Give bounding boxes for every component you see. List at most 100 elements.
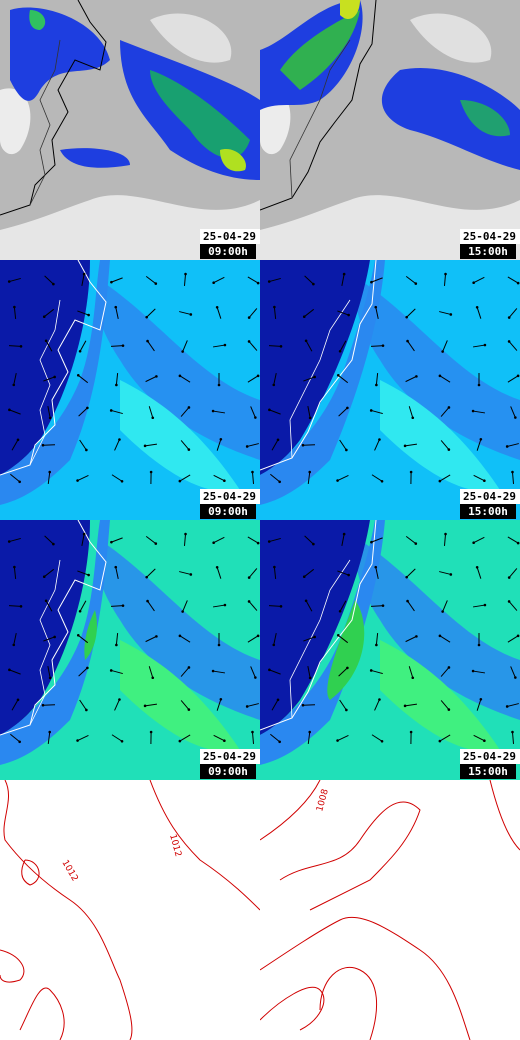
wind-arrow-head xyxy=(178,634,182,638)
wind-arrow-head xyxy=(370,280,373,284)
wind-arrow xyxy=(43,568,55,578)
wind-arrow xyxy=(405,275,417,285)
isobar xyxy=(319,967,378,1040)
wind-arrow xyxy=(147,600,155,612)
wind-arrow-head xyxy=(369,409,373,412)
wind-arrow-head xyxy=(514,416,517,419)
background xyxy=(0,780,260,1040)
isobar xyxy=(19,987,65,1040)
wind-arrow-head xyxy=(181,610,184,613)
wind-arrow-head xyxy=(313,635,316,639)
wind-arrow xyxy=(179,375,191,383)
wind-arrow-head xyxy=(273,565,276,569)
wind-arrow xyxy=(213,536,225,544)
wind-arrow-head xyxy=(256,634,260,638)
wind-arrow xyxy=(341,274,345,286)
wind-arrow-head xyxy=(483,739,486,743)
wind-arrow-head xyxy=(278,740,281,744)
wind-arrow xyxy=(269,537,281,543)
wind-arrow-head xyxy=(86,666,89,670)
wind-arrow-head xyxy=(187,708,191,711)
wind-arrow-head xyxy=(178,374,182,378)
wind-arrow xyxy=(79,699,87,711)
wind-arrow-head xyxy=(85,448,88,452)
wind-arrow xyxy=(375,307,379,319)
wind-arrow-head xyxy=(41,443,45,447)
wind-arrow xyxy=(337,570,349,576)
wind-arrow-head xyxy=(483,479,486,483)
wind-arrow-head xyxy=(187,666,191,669)
wind-arrow xyxy=(507,443,519,447)
wind-arrow-head xyxy=(415,375,418,378)
wind-arrow-head xyxy=(13,565,16,569)
wind-arrow xyxy=(77,735,89,741)
wind-arrow xyxy=(408,666,414,678)
wind-arrow-head xyxy=(187,406,191,409)
wind-arrow-head xyxy=(151,676,155,680)
wind-arrow-head xyxy=(301,703,305,707)
wind-arrow-head xyxy=(146,599,149,603)
wind-arrow-head xyxy=(215,305,219,309)
wind-arrow-head xyxy=(375,383,378,387)
wind-arrow xyxy=(111,474,123,482)
wind-arrow xyxy=(115,632,119,646)
wind-arrow xyxy=(508,341,518,351)
field-area xyxy=(340,0,360,20)
wind-arrow xyxy=(405,635,417,643)
date-box xyxy=(460,749,520,764)
wind-arrow-head xyxy=(342,272,346,276)
wind-arrow-head xyxy=(16,438,20,442)
wind-arrow-head xyxy=(272,383,276,387)
time-label: 09:00h xyxy=(208,505,248,518)
wind-arrow-head xyxy=(304,339,308,343)
wind-arrow xyxy=(115,567,119,579)
wind-arrow xyxy=(180,407,190,417)
wind-arrow-head xyxy=(109,669,113,672)
wind-arrow-head xyxy=(278,480,281,484)
date-box xyxy=(200,489,260,504)
wind-arrow xyxy=(339,439,347,451)
coastline xyxy=(0,260,107,476)
wind-arrow xyxy=(476,439,482,451)
wind-arrow xyxy=(182,340,188,352)
wind-arrow-head xyxy=(447,708,451,711)
wind-arrow-head xyxy=(181,350,184,353)
wind-arrow xyxy=(374,439,380,451)
wind-arrow-head xyxy=(189,573,193,576)
wind-arrow xyxy=(248,308,258,318)
date-label: 25-04-29 xyxy=(463,750,516,763)
wind-arrow-head xyxy=(444,272,447,276)
wind-arrow-head xyxy=(78,609,82,613)
wind-arrow xyxy=(247,703,259,707)
wind-arrow-head xyxy=(483,603,487,607)
wind-arrow-head xyxy=(256,281,260,285)
isobar xyxy=(260,986,325,1031)
field-area xyxy=(0,260,90,475)
wind-arrow-head xyxy=(184,532,187,536)
time-box xyxy=(200,504,256,519)
wind-arrow-head xyxy=(154,542,158,545)
wind-arrow-head xyxy=(511,470,514,474)
wind-arrow-head xyxy=(312,542,315,546)
wind-arrow-head xyxy=(110,540,113,544)
wind-arrow xyxy=(79,340,87,352)
wind-arrow-head xyxy=(272,643,276,647)
wind-arrow-head xyxy=(114,305,118,309)
wind-arrow-head xyxy=(219,437,223,441)
wind-arrow xyxy=(439,474,451,482)
wind-arrow xyxy=(270,733,280,743)
time-box xyxy=(200,244,256,259)
wind-arrow xyxy=(472,410,486,414)
wind-arrow xyxy=(407,340,415,352)
wind-arrow xyxy=(179,635,191,643)
map-panel: 25-04-29 09:00h xyxy=(0,520,260,780)
wind-arrow-head xyxy=(475,565,479,569)
date-label: 25-04-29 xyxy=(203,750,256,763)
wind-arrow-head xyxy=(336,634,340,637)
wind-arrow-head xyxy=(19,605,23,608)
wind-arrow xyxy=(375,632,379,646)
date-box xyxy=(200,749,260,764)
wind-arrow xyxy=(77,475,89,481)
wind-arrow-head xyxy=(438,374,442,378)
